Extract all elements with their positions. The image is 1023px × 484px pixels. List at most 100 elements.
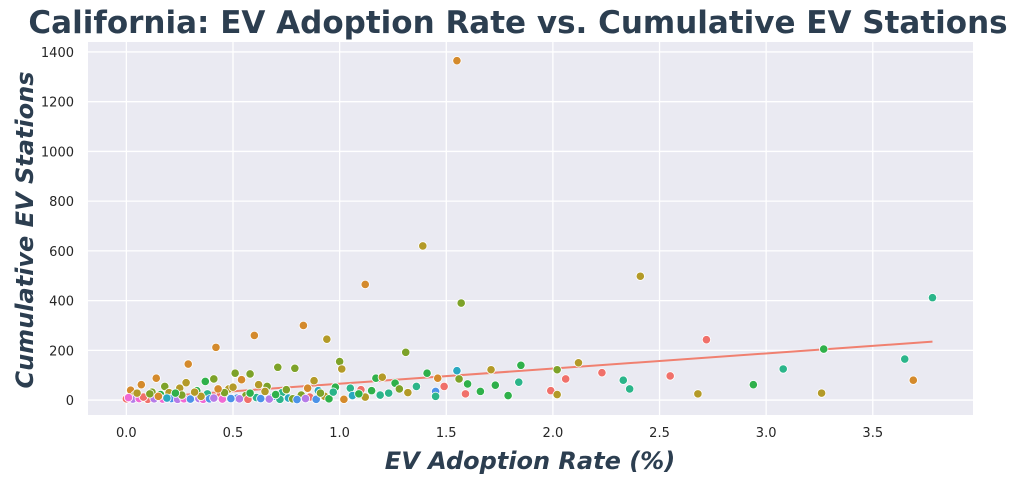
data-point	[260, 386, 270, 396]
x-tick-label: 2.5	[649, 426, 670, 441]
y-tick-label: 800	[49, 195, 74, 210]
x-tick-label: 0.5	[223, 426, 244, 441]
data-point	[281, 385, 291, 395]
y-tick-label: 1400	[41, 46, 74, 61]
data-point	[209, 393, 219, 403]
data-point	[816, 388, 827, 398]
data-point	[490, 380, 500, 390]
data-point	[454, 374, 464, 384]
data-point	[552, 365, 562, 375]
data-point	[452, 56, 462, 66]
x-tick-label: 1.5	[436, 426, 457, 441]
data-point	[360, 279, 370, 290]
data-point	[625, 384, 635, 394]
data-point	[303, 383, 313, 393]
data-point	[290, 363, 300, 373]
data-point	[618, 375, 628, 385]
data-point	[573, 358, 584, 368]
data-point	[132, 388, 142, 398]
data-point	[552, 390, 562, 400]
data-point	[200, 376, 210, 387]
data-point	[411, 381, 422, 392]
data-point	[908, 375, 918, 385]
data-point	[245, 388, 255, 398]
data-point	[315, 388, 326, 398]
data-point	[271, 390, 281, 400]
data-point	[394, 384, 404, 394]
data-point	[354, 389, 364, 399]
data-point	[597, 368, 607, 378]
x-tick-label: 3.5	[862, 426, 883, 441]
data-point	[514, 377, 524, 387]
data-point	[460, 389, 471, 399]
data-point	[292, 394, 302, 405]
data-point	[249, 330, 259, 341]
x-axis-label: EV Adoption Rate (%)	[385, 447, 675, 475]
data-point	[384, 388, 394, 398]
data-point	[160, 381, 170, 392]
data-point	[181, 378, 191, 388]
data-point	[337, 364, 347, 374]
data-point	[422, 368, 432, 378]
data-point	[162, 393, 172, 403]
data-point	[322, 334, 332, 344]
data-point	[311, 394, 321, 404]
y-axis-label: Cumulative EV Stations	[11, 71, 39, 388]
data-point	[230, 368, 240, 378]
y-tick-label: 0	[66, 394, 74, 409]
data-point	[190, 387, 200, 397]
data-point	[401, 347, 411, 357]
data-point	[300, 393, 311, 404]
data-point	[196, 391, 206, 401]
y-tick-label: 1200	[41, 96, 74, 111]
x-tick-label: 1.0	[329, 426, 350, 441]
data-point	[475, 386, 485, 396]
data-point	[431, 391, 441, 401]
chart-title: California: EV Adoption Rate vs. Cumulat…	[28, 5, 1007, 41]
data-point	[209, 374, 219, 384]
data-point	[375, 390, 385, 400]
data-point	[123, 392, 134, 403]
data-point	[245, 369, 255, 379]
data-point	[145, 389, 155, 399]
data-point	[693, 389, 703, 399]
data-point	[309, 376, 319, 386]
data-point	[819, 344, 829, 354]
data-point	[433, 373, 443, 383]
data-point	[927, 293, 938, 303]
data-point	[377, 372, 387, 382]
data-point	[213, 384, 223, 394]
data-point	[486, 365, 496, 375]
data-point	[151, 373, 161, 383]
data-points	[121, 56, 938, 405]
data-point	[254, 380, 264, 390]
data-point	[503, 391, 513, 401]
trend-line	[126, 340, 933, 400]
data-point	[701, 335, 712, 345]
data-point	[561, 374, 571, 384]
y-tick-label: 400	[49, 295, 74, 310]
data-point	[418, 241, 428, 251]
x-tick-label: 3.0	[756, 426, 777, 441]
data-point	[748, 380, 758, 390]
x-tick-label: 0.0	[116, 426, 137, 441]
data-point	[298, 320, 308, 331]
data-point	[900, 354, 910, 364]
data-point	[778, 364, 788, 374]
data-point	[403, 388, 413, 398]
data-point	[170, 388, 181, 398]
data-point	[211, 342, 221, 352]
data-point	[153, 391, 163, 401]
data-point	[665, 371, 675, 381]
data-point	[635, 271, 645, 281]
data-point	[367, 386, 377, 396]
data-point	[228, 382, 238, 392]
plot-area	[88, 42, 973, 415]
data-point	[452, 366, 462, 376]
y-tick-label: 600	[49, 245, 74, 260]
y-axis-ticks: 0 200 400 600 800 1000 1200 1400	[41, 46, 74, 409]
x-axis-ticks: 0.0 0.5 1.0 1.5 2.0 2.5 3.0 3.5	[116, 426, 883, 441]
data-point	[273, 362, 283, 372]
data-point	[462, 379, 473, 389]
